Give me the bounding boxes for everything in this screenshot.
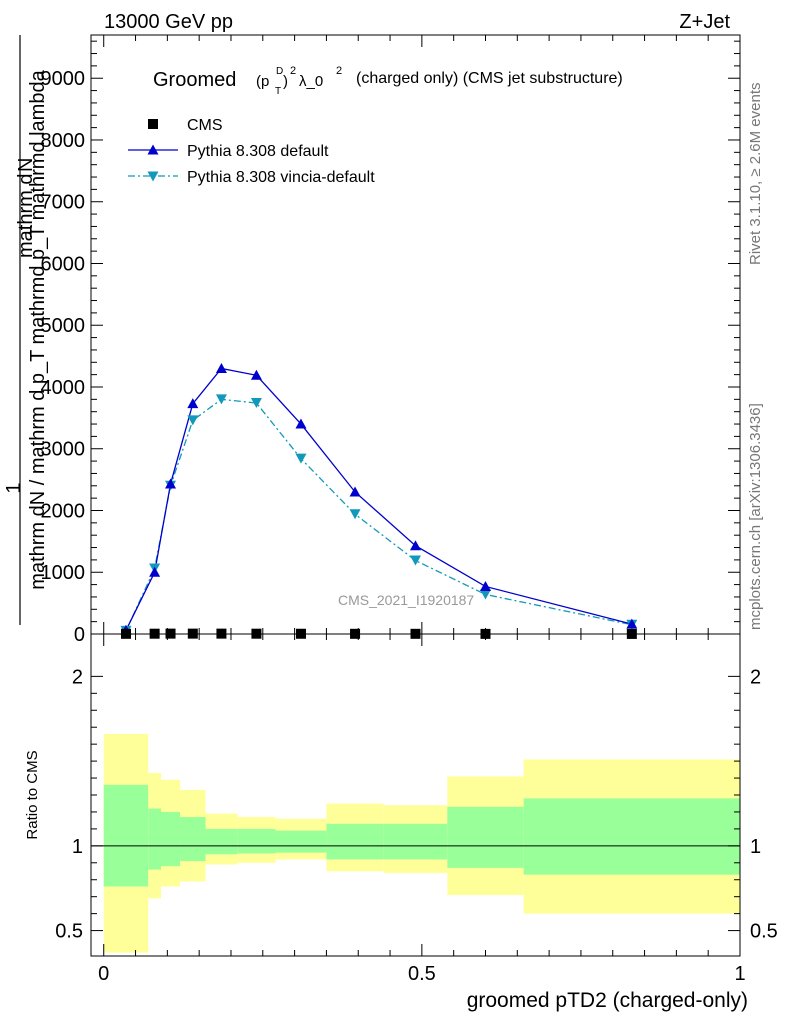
ratio-band-inner [205,828,238,855]
process-label: Z+Jet [679,11,730,33]
ratio-band-inner [103,784,149,887]
rivet-label: Rivet 3.1.10, ≥ 2.6M events [747,83,764,266]
x-tick-label: 0 [98,963,109,985]
main-y-tick-label: 5000 [41,315,86,337]
main-y-ticks: 0 1000 2000 3000 4000 5000 6000 7000 8000 9000 [41,35,741,646]
mcplots-label: mcplots.cern.ch [arXiv:1306.3436] [747,403,764,630]
ratio-y-tick-label-right: 2 [750,666,761,688]
main-y-tick-label: 3000 [41,439,86,461]
title-lambda-sq: 2 [336,65,342,77]
ratio-band-inner [148,808,161,870]
main-y-tick-label: 6000 [41,253,86,275]
main-y-tick-label: 7000 [41,192,86,214]
title-rest: (charged only) (CMS jet substructure) [356,70,623,87]
beam-label: 13000 GeV pp [104,11,233,33]
ratio-band-inner [383,823,448,860]
main-y-tick-label: 0 [74,624,85,646]
plot-title: Groomed (p D T ) 2 λ_0 2 (charged only) … [153,65,623,97]
title-lambda: λ_0 [299,73,323,90]
main-y-tick-label: 4000 [41,377,86,399]
title-sq: 2 [290,65,296,77]
legend: CMS Pythia 8.308 default Pythia 8.308 vi… [128,117,375,186]
default-point [215,362,227,373]
legend-vincia-marker [147,171,159,182]
ratio-band-inner [160,811,181,867]
legend-cms-marker [148,119,158,129]
ratio-y-tick-label: 0.5 [55,921,83,943]
legend-default-label: Pythia 8.308 default [187,143,329,160]
ylabel-frac-one: 1 [3,482,25,493]
ratio-plot: 0.5 0.51 12 20 0.5 1 Ratio to CMS groomed pTD… [24,633,778,1012]
ratio-y-tick-label: 2 [72,666,83,688]
ratio-ticks: 0.5 0.51 12 20 0.5 1 [55,634,778,985]
x-axis-label: groomed pTD2 (charged-only) [467,989,748,1012]
default-point [250,369,262,380]
title-D: D [276,66,283,77]
ylabel-num-N: N [15,158,37,172]
legend-vincia-label: Pythia 8.308 vincia-default [187,169,375,186]
default-point [626,618,638,629]
vincia-point [250,398,262,409]
vincia-point [410,555,421,566]
ratio-band-inner [275,830,327,853]
title-main: Groomed [153,69,236,91]
title-close: ) [283,73,288,90]
ratio-band-inner [447,806,524,868]
default-point [187,398,199,409]
default-point [479,580,491,591]
ratio-y-label: Ratio to CMS [24,750,41,839]
legend-default-marker [147,144,159,155]
main-plot: 0 1000 2000 3000 4000 5000 6000 7000 8000 9000 Gr… [3,34,741,646]
main-y-tick-label: 1000 [41,562,86,584]
vincia-point [295,453,307,464]
legend-cms-label: CMS [187,117,223,134]
title-T: T [275,86,281,97]
vincia-point [187,415,199,426]
analysis-watermark: CMS_2021_I1920187 [338,592,474,608]
default-point [295,418,307,429]
main-y-tick-label: 8000 [41,130,86,152]
ratio-band-inner [180,817,206,862]
ratio-bands [91,733,740,953]
ratio-band-inner [237,828,276,854]
vincia-point [215,394,227,405]
main-y-tick-label: 2000 [41,500,86,522]
ylabel-num-d: mathrm d [15,174,37,258]
default-point [149,566,161,577]
ratio-y-tick-label: 1 [72,836,83,858]
ratio-band-inner [326,823,384,860]
ylabel-frac-denom: mathrm dN / mathrm d p_T mathrmd p_T mat… [27,69,49,589]
x-tick-label: 0.5 [408,963,436,985]
ratio-band-inner [523,798,740,875]
title-p: (p [256,73,269,90]
vincia-point [349,509,361,520]
ratio-y-tick-label-right: 0.5 [750,921,778,943]
main-y-tick-label: 9000 [41,68,86,90]
default-point [410,540,421,551]
default-point [165,478,177,489]
vincia-point [479,589,491,600]
ratio-y-tick-label-right: 1 [750,836,761,858]
x-tick-label: 1 [734,963,745,985]
y-axis-label: 1 mathrm dN / mathrm d p_T mathrmd p_T m… [3,35,49,625]
default-point [349,486,361,497]
